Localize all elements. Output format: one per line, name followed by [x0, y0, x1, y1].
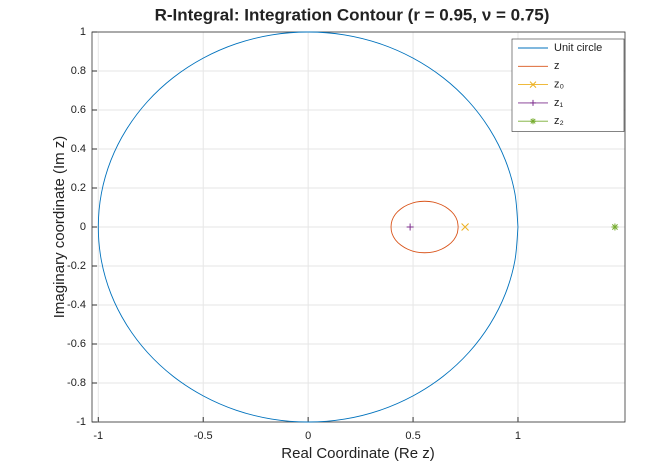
y-tick-label: 0.2	[71, 182, 86, 194]
x-axis-label: Real Coordinate (Re z)	[281, 445, 434, 462]
legend-label: Unit circle	[554, 42, 602, 54]
point-marker	[611, 223, 619, 231]
legend-box	[511, 38, 625, 132]
y-tick-label: 0.8	[71, 65, 86, 77]
x-tick-label: 0.5	[405, 430, 420, 442]
legend-label: z₂	[554, 115, 564, 127]
y-tick-label: 1	[80, 26, 86, 38]
y-tick-label: -0.6	[67, 338, 86, 350]
legend-label: z	[554, 60, 560, 72]
chart-title: R-Integral: Integration Contour (r = 0.9…	[155, 5, 550, 24]
legend-marker	[530, 99, 536, 106]
legend-marker	[529, 81, 537, 88]
legend-marker	[530, 118, 536, 125]
legend-label: z₁	[554, 97, 564, 109]
x-tick-label: -1	[93, 430, 103, 442]
y-tick-label: -1	[76, 416, 86, 428]
y-tick-label: 0.4	[71, 143, 86, 155]
series-line	[390, 200, 459, 254]
y-tick-label: -0.8	[67, 377, 86, 389]
legend-label: z₀	[554, 79, 564, 91]
y-tick-label: 0.6	[71, 104, 86, 116]
point-marker	[461, 223, 469, 231]
x-tick-label: -0.5	[194, 430, 213, 442]
x-tick-label: 0	[305, 430, 311, 442]
series-line	[97, 31, 519, 423]
y-axis-label: Imaginary coordinate (Im z)	[51, 136, 68, 319]
y-tick-label: -0.4	[67, 299, 86, 311]
y-tick-label: -0.2	[67, 260, 86, 272]
plot-frame	[91, 31, 626, 423]
x-tick-label: 1	[515, 430, 521, 442]
point-marker	[406, 223, 414, 231]
y-tick-label: 0	[80, 221, 86, 233]
